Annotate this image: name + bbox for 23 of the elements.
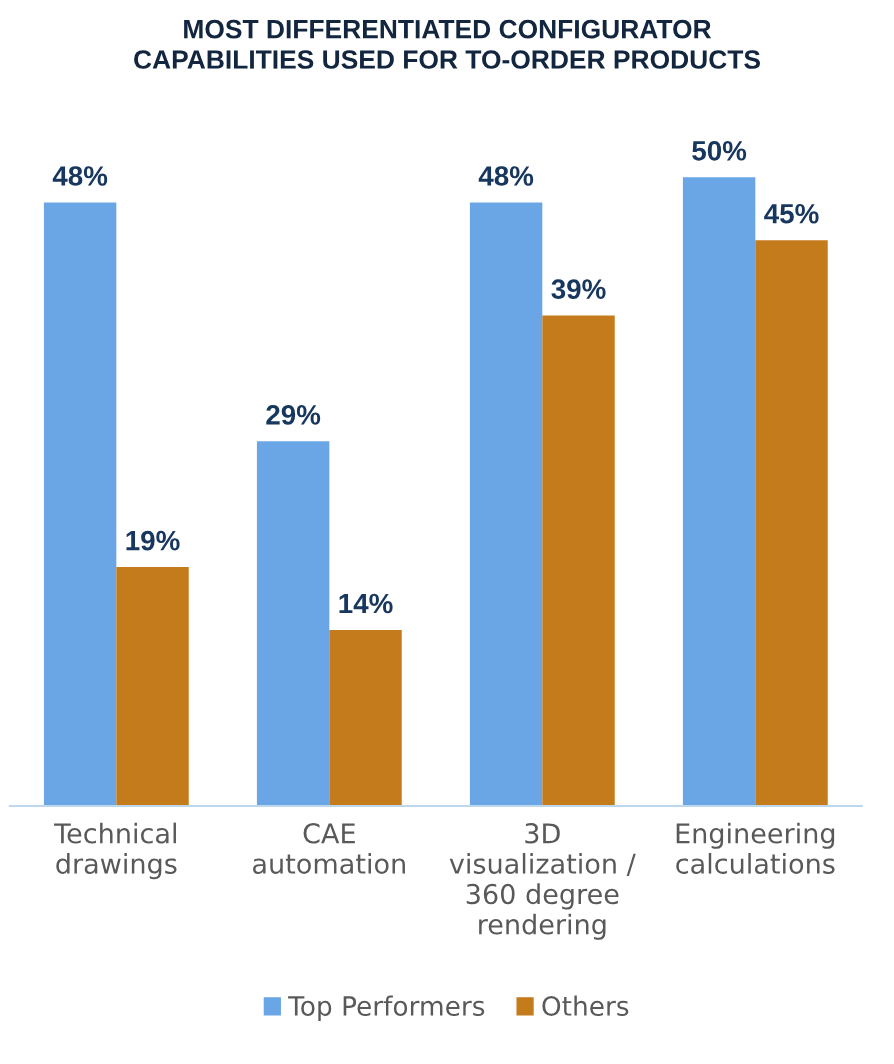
bar [682,177,756,806]
x-tick-label: Engineering calculations [676,822,835,874]
bar [755,240,828,806]
data-label: 14% [339,593,393,614]
bar [256,441,330,806]
data-label: 19% [126,530,180,551]
x-tick-label: 3D visualization / 360 degree rendering [449,823,636,940]
legend-label: Others [542,995,629,1016]
data-label: 39% [551,279,606,300]
data-label: 50% [692,140,747,161]
bar [329,629,402,806]
bar [542,315,615,806]
chart-title: MOST DIFFERENTIATED CONFIGURATOR CAPABILITIES USED FOR TO-ORDER PRODUCTS [134,19,760,69]
data-label: 45% [764,203,819,224]
x-tick-label: Technical drawings [54,822,177,880]
data-label: 29% [266,405,321,425]
data-label: 48% [52,166,108,186]
bar [469,202,543,806]
bar [43,202,117,806]
legend-label: Top Performers [288,995,485,1022]
bar [116,567,189,806]
data-label: 48% [478,166,534,186]
x-tick-label: CAE automation [253,823,405,874]
